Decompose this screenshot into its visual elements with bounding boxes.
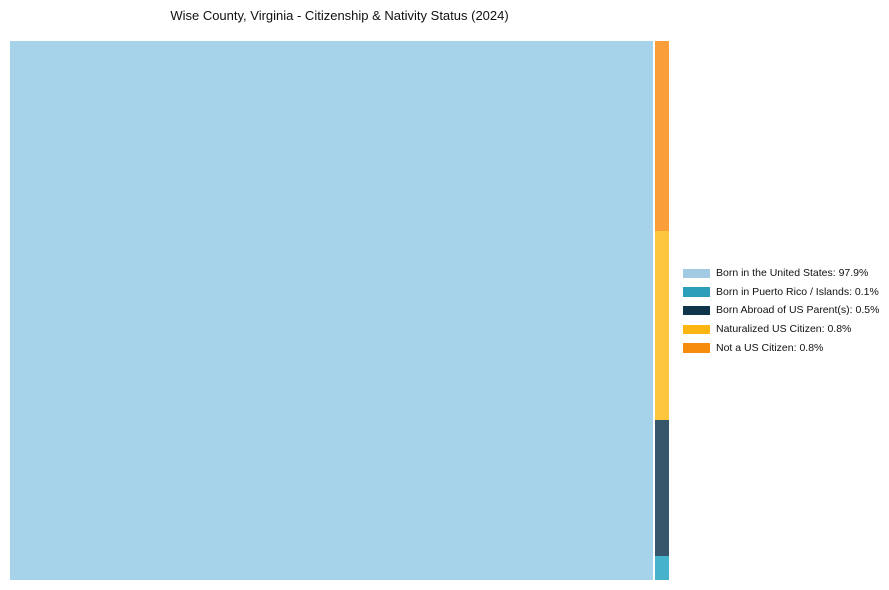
treemap-tile-born-in-the-united-states[interactable] [10,41,653,580]
treemap-tile-not-a-us-citizen[interactable] [655,41,669,231]
legend-label: Born in the United States: 97.9% [716,266,869,279]
legend-swatch [683,343,710,353]
treemap-tile-naturalized-us-citizen[interactable] [655,231,669,420]
legend: Born in the United States: 97.9% Born in … [683,264,879,357]
treemap-tile-born-abroad-of-us-parents[interactable] [655,420,669,556]
legend-label: Born Abroad of US Parent(s): 0.5% [716,304,880,317]
treemap-tile-born-in-puerto-rico-islands[interactable] [655,556,669,580]
legend-item-born-abroad-of-us-parents[interactable]: Born Abroad of US Parent(s): 0.5% [683,301,879,320]
legend-swatch [683,287,710,297]
legend-swatch [683,305,710,316]
legend-item-born-in-puerto-rico-islands[interactable]: Born in Puerto Rico / Islands: 0.1% [683,283,879,302]
legend-label: Naturalized US Citizen: 0.8% [716,322,852,335]
chart-title: Wise County, Virginia - Citizenship & Na… [170,8,509,23]
legend-swatch [683,324,710,335]
legend-swatch [683,268,710,279]
legend-item-born-in-the-united-states[interactable]: Born in the United States: 97.9% [683,264,879,283]
legend-item-not-a-us-citizen[interactable]: Not a US Citizen: 0.8% [683,339,879,358]
legend-label: Not a US Citizen: 0.8% [716,341,824,354]
legend-item-naturalized-us-citizen[interactable]: Naturalized US Citizen: 0.8% [683,320,879,339]
legend-label: Born in Puerto Rico / Islands: 0.1% [716,285,879,298]
